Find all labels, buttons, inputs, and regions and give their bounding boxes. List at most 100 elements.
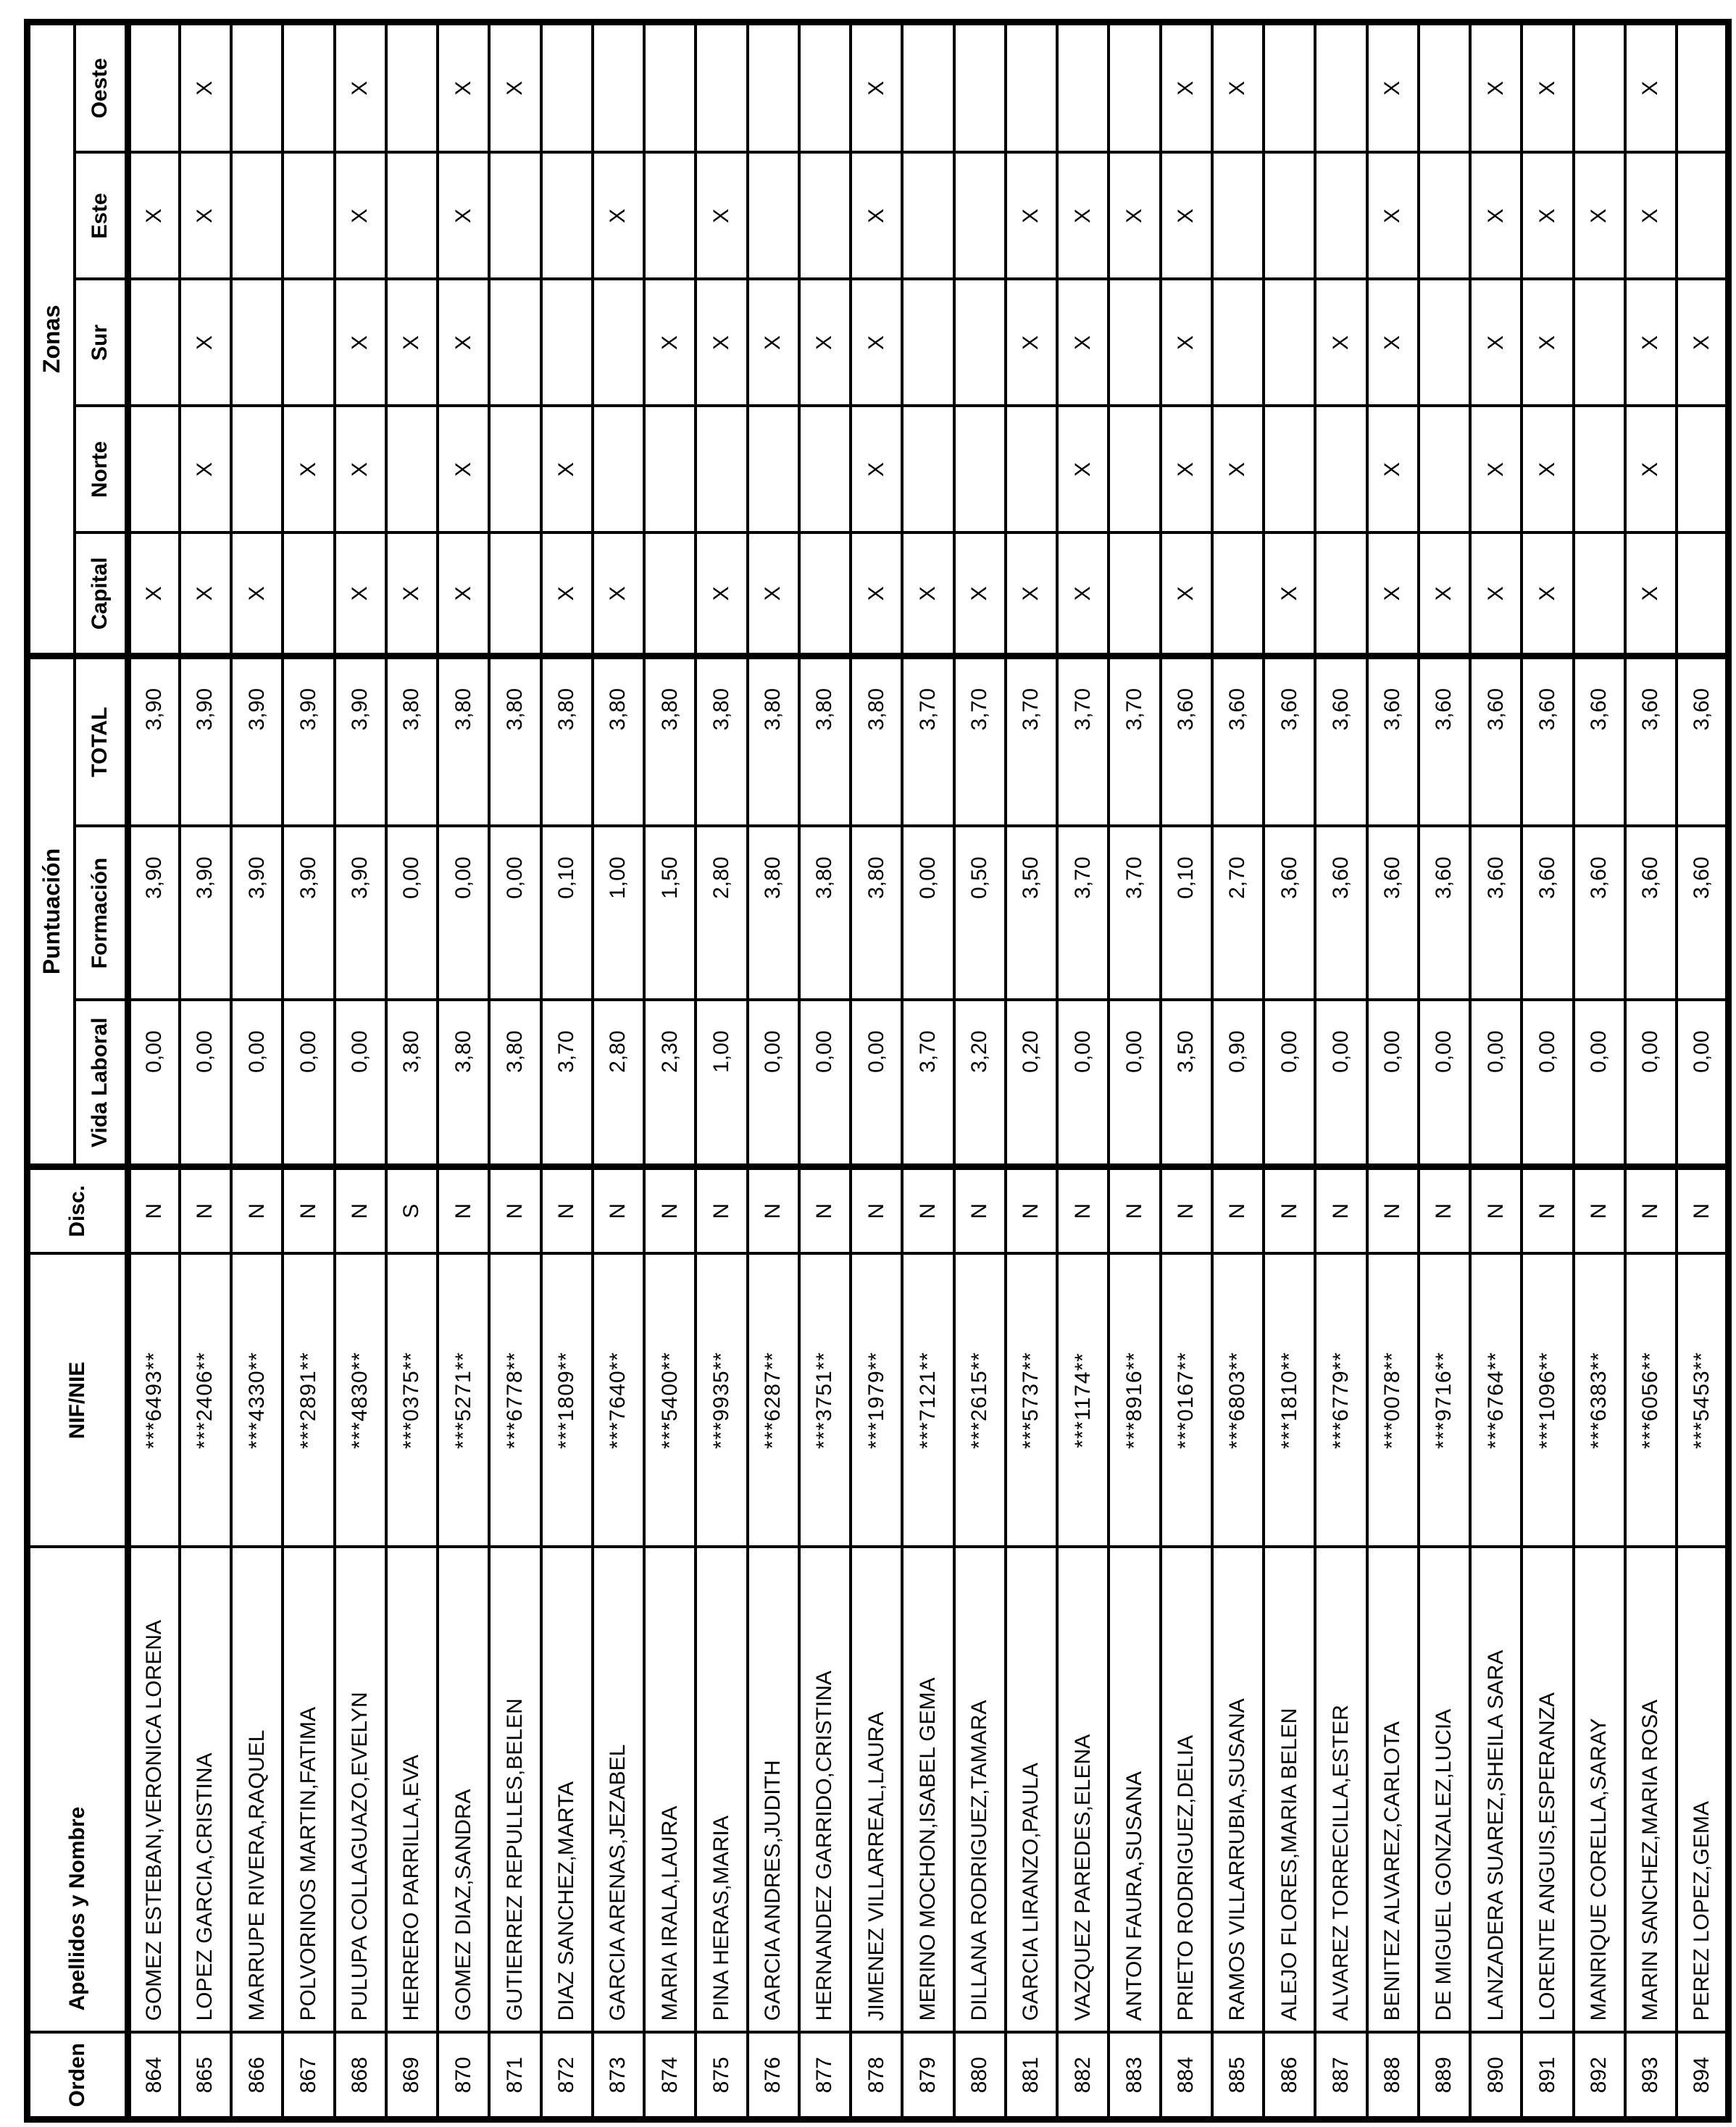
table-row: 887 ALVAREZ TORRECILLA,ESTER ***6779** N 0,0…	[1315, 22, 1367, 2120]
nif-cell: ***6779**	[1315, 1253, 1367, 1547]
zona-sur-cell: X	[644, 279, 696, 406]
orden-cell: 866	[231, 2032, 283, 2120]
formacion-cell: 2,70	[1211, 826, 1264, 1000]
zona-norte-cell: X	[1522, 406, 1574, 533]
nif-cell: ***9716**	[1418, 1253, 1470, 1547]
nif-cell: ***0375**	[385, 1253, 438, 1547]
nif-cell: ***4830**	[334, 1253, 386, 1547]
orden-cell: 878	[851, 2032, 903, 2120]
nombre-cell: MANRIQUE CORELLA,SARAY	[1573, 1547, 1625, 2033]
orden-cell: 865	[179, 2032, 231, 2120]
orden-cell: 883	[1109, 2032, 1161, 2120]
total-cell: 3,60	[1573, 656, 1625, 827]
formacion-cell: 1,00	[592, 826, 644, 1000]
zona-norte-cell	[1264, 406, 1316, 533]
formacion-cell: 3,90	[283, 826, 335, 1000]
col-header-nif: NIF/NIE	[27, 1253, 128, 1547]
total-cell: 3,60	[1470, 656, 1522, 827]
formacion-cell: 0,00	[489, 826, 541, 1000]
nif-cell: ***2406**	[179, 1253, 231, 1547]
orden-cell: 889	[1418, 2032, 1470, 2120]
formacion-cell: 3,60	[1470, 826, 1522, 1000]
zona-capital-cell	[283, 532, 335, 656]
zona-norte-cell	[1005, 406, 1057, 533]
zona-este-cell	[1264, 152, 1316, 280]
table-row: 889 DE MIGUEL GONZALEZ,LUCIA ***9716** N 0,0…	[1418, 22, 1470, 2120]
total-cell: 3,80	[747, 656, 799, 827]
results-table: Orden Apellidos y Nombre NIF/NIE Disc. P…	[24, 18, 1732, 2123]
zona-capital-cell: X	[592, 532, 644, 656]
zona-oeste-cell	[1418, 22, 1470, 153]
total-cell: 3,90	[334, 656, 386, 827]
zona-este-cell	[1211, 152, 1264, 280]
formacion-cell: 3,90	[179, 826, 231, 1000]
zona-oeste-cell	[1677, 22, 1729, 153]
zona-sur-cell: X	[1315, 279, 1367, 406]
disc-cell: N	[541, 1166, 593, 1254]
table-row: 878 JIMENEZ VILLARREAL,LAURA ***1979** N 0,0…	[851, 22, 903, 2120]
nombre-cell: GOMEZ DIAZ,SANDRA	[438, 1547, 490, 2033]
zona-sur-cell: X	[1057, 279, 1109, 406]
total-cell: 3,90	[179, 656, 231, 827]
nombre-cell: DE MIGUEL GONZALEZ,LUCIA	[1418, 1547, 1470, 2033]
col-header-capital: Capital	[74, 532, 128, 656]
orden-cell: 887	[1315, 2032, 1367, 2120]
zona-este-cell	[747, 152, 799, 280]
zona-este-cell	[283, 152, 335, 280]
zona-este-cell: X	[1470, 152, 1522, 280]
zona-este-cell	[1677, 152, 1729, 280]
nif-cell: ***7640**	[592, 1253, 644, 1547]
formacion-cell: 3,80	[747, 826, 799, 1000]
nombre-cell: GOMEZ ESTEBAN,VERONICA LORENA	[128, 1547, 180, 2033]
table-row: 888 BENITEZ ALVAREZ,CARLOTA ***0078** N 0,00…	[1366, 22, 1419, 2120]
zona-oeste-cell: X	[1160, 22, 1212, 153]
nif-cell: ***5453**	[1677, 1253, 1729, 1547]
zona-capital-cell	[1109, 532, 1161, 656]
zona-norte-cell	[231, 406, 283, 533]
nif-cell: ***1810**	[1264, 1253, 1316, 1547]
nombre-cell: MERINO MOCHON,ISABEL GEMA	[902, 1547, 954, 2033]
zona-oeste-cell	[1005, 22, 1057, 153]
zona-norte-cell	[489, 406, 541, 533]
zona-capital-cell: X	[696, 532, 748, 656]
zona-sur-cell: X	[696, 279, 748, 406]
zona-este-cell	[385, 152, 438, 280]
zona-capital-cell	[798, 532, 851, 656]
col-header-este: Este	[74, 152, 128, 280]
zona-oeste-cell	[696, 22, 748, 153]
zona-sur-cell	[283, 279, 335, 406]
total-cell: 3,80	[385, 656, 438, 827]
nombre-cell: PULUPA COLLAGUAZO,EVELYN	[334, 1547, 386, 2033]
orden-cell: 880	[953, 2032, 1006, 2120]
zona-oeste-cell: X	[1366, 22, 1419, 153]
zona-este-cell: X	[696, 152, 748, 280]
total-cell: 3,80	[798, 656, 851, 827]
zona-capital-cell: X	[1264, 532, 1316, 656]
vida-laboral-cell: 0,00	[1522, 1000, 1574, 1167]
vida-laboral-cell: 3,80	[385, 1000, 438, 1167]
zona-este-cell: X	[1109, 152, 1161, 280]
zona-oeste-cell: X	[334, 22, 386, 153]
col-header-oeste: Oeste	[74, 22, 128, 153]
vida-laboral-cell: 3,70	[541, 1000, 593, 1167]
vida-laboral-cell: 0,00	[1109, 1000, 1161, 1167]
disc-cell: N	[283, 1166, 335, 1254]
zona-este-cell: X	[851, 152, 903, 280]
zona-este-cell	[231, 152, 283, 280]
nif-cell: ***6383**	[1573, 1253, 1625, 1547]
nif-cell: ***1096**	[1522, 1253, 1574, 1547]
table-row: 893 MARIN SANCHEZ,MARIA ROSA ***6056** N 0,0…	[1624, 22, 1677, 2120]
zona-norte-cell: X	[1160, 406, 1212, 533]
zona-este-cell: X	[1005, 152, 1057, 280]
vida-laboral-cell: 0,00	[1264, 1000, 1316, 1167]
disc-cell: N	[1418, 1166, 1470, 1254]
table-row: 890 LANZADERA SUAREZ,SHEILA SARA ***6764**…	[1470, 22, 1522, 2120]
table-row: 874 MARIA IRALA,LAURA ***5400** N 2,30 1,50 3,…	[644, 22, 696, 2120]
formacion-cell: 0,50	[953, 826, 1006, 1000]
zona-sur-cell	[1573, 279, 1625, 406]
formacion-cell: 3,60	[1315, 826, 1367, 1000]
zona-oeste-cell	[798, 22, 851, 153]
zona-este-cell	[644, 152, 696, 280]
orden-cell: 892	[1573, 2032, 1625, 2120]
orden-cell: 884	[1160, 2032, 1212, 2120]
